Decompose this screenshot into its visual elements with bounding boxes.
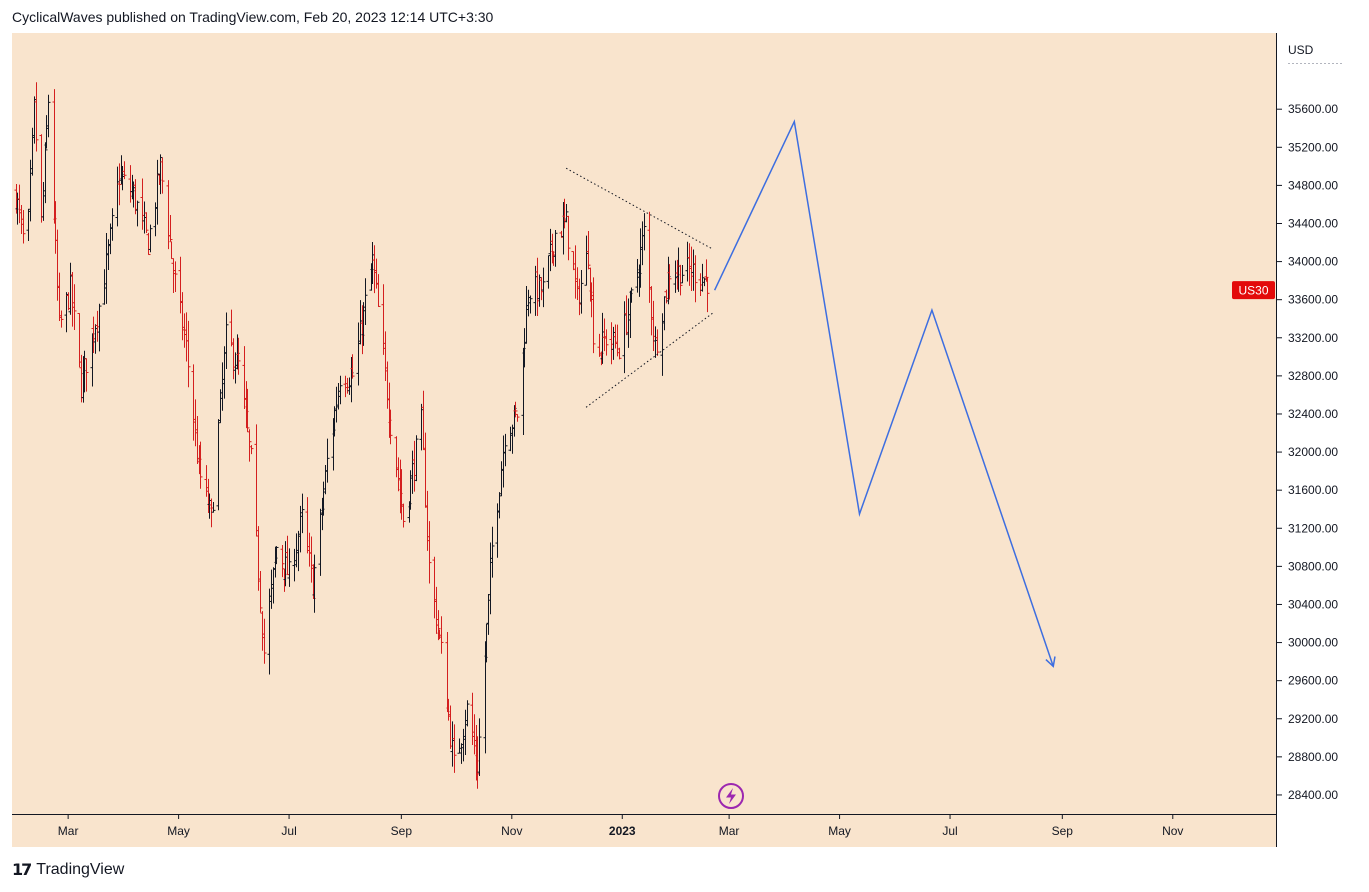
price-tick-label: 30400.00	[1288, 597, 1338, 611]
time-tick-label: May	[167, 824, 190, 838]
price-tick-label: 34400.00	[1288, 216, 1338, 230]
flash-icon[interactable]	[718, 783, 744, 809]
time-tick-label: Mar	[719, 824, 740, 838]
time-tick-label: Nov	[1162, 824, 1183, 838]
ohlc-bars	[14, 82, 710, 789]
time-tick-label: Nov	[501, 824, 522, 838]
tradingview-brand-text: TradingView	[36, 860, 125, 878]
price-tick-label: 35600.00	[1288, 102, 1338, 116]
tradingview-mark-icon: 17	[12, 860, 32, 879]
projection-line	[713, 119, 1054, 667]
price-tick-label: 30000.00	[1288, 636, 1338, 650]
tradingview-logo[interactable]: 17 TradingView	[12, 860, 124, 879]
currency-label: USD	[1288, 43, 1314, 57]
price-tick-label: 33600.00	[1288, 293, 1338, 307]
time-scale-background	[12, 815, 1276, 847]
price-tick-label: 31600.00	[1288, 483, 1338, 497]
time-tick-label: Sep	[391, 824, 413, 838]
price-tick-label: 32400.00	[1288, 407, 1338, 421]
symbol-badge-label: US30	[1238, 284, 1268, 298]
symbol-badge[interactable]: US30	[1232, 281, 1275, 300]
time-tick-label: Jul	[942, 824, 957, 838]
time-tick-label: Jul	[281, 824, 296, 838]
price-scale-background	[1277, 33, 1356, 847]
price-tick-label: 32800.00	[1288, 369, 1338, 383]
price-tick-label: 28400.00	[1288, 788, 1338, 802]
projection-path	[713, 119, 1056, 668]
time-tick-label: Mar	[58, 824, 79, 838]
time-axis-ticks: Mar May Jul Sep Nov 2023 Mar May Jul Sep Nov	[58, 815, 1183, 838]
price-tick-label: 31200.00	[1288, 521, 1338, 535]
price-axis-ticks: 35600.00 35200.00 34800.00 34400.00 34000.00…	[1277, 102, 1338, 802]
price-tick-label: 32000.00	[1288, 445, 1338, 459]
price-tick-label: 33200.00	[1288, 331, 1338, 345]
price-tick-label: 29600.00	[1288, 674, 1338, 688]
projection-arrowhead	[1045, 656, 1056, 668]
price-tick-label: 34800.00	[1288, 178, 1338, 192]
price-tick-label: 34000.00	[1288, 255, 1338, 269]
price-tick-label: 30800.00	[1288, 559, 1338, 573]
plot-background	[12, 33, 1276, 814]
publish-header: CyclicalWaves published on TradingView.c…	[12, 9, 494, 25]
time-tick-label: 2023	[609, 824, 636, 838]
time-tick-label: May	[828, 824, 851, 838]
price-tick-label: 29200.00	[1288, 712, 1338, 726]
price-tick-label: 35200.00	[1288, 140, 1338, 154]
time-tick-label: Sep	[1052, 824, 1074, 838]
price-tick-label: 28800.00	[1288, 750, 1338, 764]
